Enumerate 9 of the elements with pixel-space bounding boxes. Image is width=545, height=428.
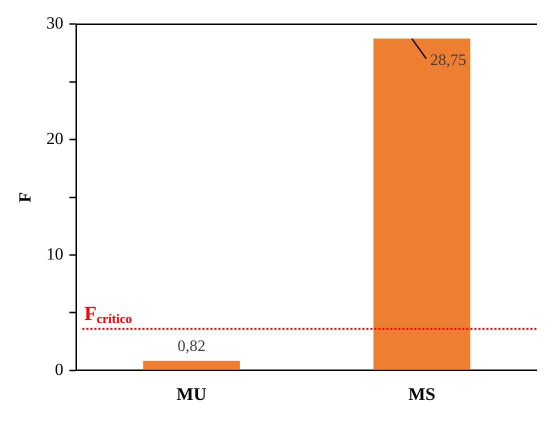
data-label: 0,82 — [178, 338, 206, 356]
y-tick-label: 10 — [46, 244, 64, 264]
data-label: 28,75 — [430, 52, 466, 69]
y-tick-label: 0 — [54, 360, 64, 379]
x-tick-label: MS — [408, 384, 436, 404]
y-axis-title: F — [16, 192, 35, 202]
y-tick-label: 30 — [46, 14, 64, 33]
y-tick-label: 20 — [46, 129, 64, 148]
x-tick-label: MU — [176, 384, 207, 404]
